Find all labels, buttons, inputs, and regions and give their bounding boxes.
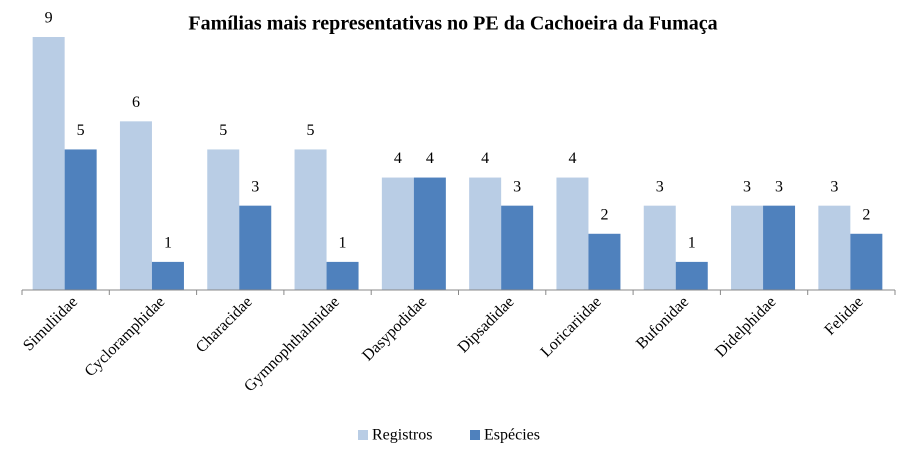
x-tick-label: Simuliidae (20, 293, 81, 354)
value-label: 4 (481, 150, 489, 167)
bar (239, 205, 272, 290)
value-label: 3 (830, 178, 838, 195)
bar (151, 261, 184, 290)
value-label: 9 (45, 10, 53, 27)
x-tick-label: Gymnophthalmidae (241, 293, 343, 395)
value-label: 2 (600, 206, 608, 223)
bar (850, 233, 883, 290)
value-label: 3 (656, 178, 664, 195)
bar (64, 149, 97, 290)
bar (731, 205, 764, 290)
value-label: 1 (339, 235, 347, 252)
value-label: 3 (513, 178, 521, 195)
x-tick-label: Dipsadidae (455, 293, 518, 356)
x-tick-label: Felidae (821, 293, 866, 338)
bar (294, 149, 327, 290)
bar (675, 261, 708, 290)
value-label: 2 (862, 206, 870, 223)
value-label: 1 (164, 235, 172, 252)
bar (207, 149, 240, 290)
legend-swatch (470, 430, 480, 440)
x-tick-label: Loricariidae (538, 293, 605, 360)
bar (588, 233, 621, 290)
chart-title: Famílias mais representativas no PE da C… (188, 13, 717, 35)
bar (556, 177, 589, 290)
value-label: 6 (132, 94, 140, 111)
bar (381, 177, 414, 290)
value-label: 1 (688, 235, 696, 252)
bar (818, 205, 851, 290)
legend-swatch (358, 430, 368, 440)
bar (469, 177, 502, 290)
value-label: 5 (219, 122, 227, 139)
bar (643, 205, 676, 290)
value-label: 4 (394, 150, 402, 167)
value-label: 5 (307, 122, 315, 139)
legend-label: Registros (372, 427, 432, 444)
x-tick-label: Bufonidae (633, 293, 692, 352)
x-tick-label: Cycloramphidae (82, 293, 169, 380)
x-tick-label: Dasypodidae (359, 293, 430, 364)
value-label: 5 (77, 122, 85, 139)
bar (32, 37, 65, 290)
x-tick-label: Didelphidae (712, 293, 779, 360)
legend-label: Espécies (484, 427, 540, 444)
bar (413, 177, 446, 290)
bar (119, 121, 152, 290)
x-tick-label: Characidae (193, 293, 256, 356)
bar (763, 205, 796, 290)
value-label: 3 (251, 178, 259, 195)
bar (326, 261, 359, 290)
value-label: 3 (775, 178, 783, 195)
bar (501, 205, 534, 290)
value-label: 3 (743, 178, 751, 195)
value-label: 4 (426, 150, 434, 167)
value-label: 4 (568, 150, 576, 167)
